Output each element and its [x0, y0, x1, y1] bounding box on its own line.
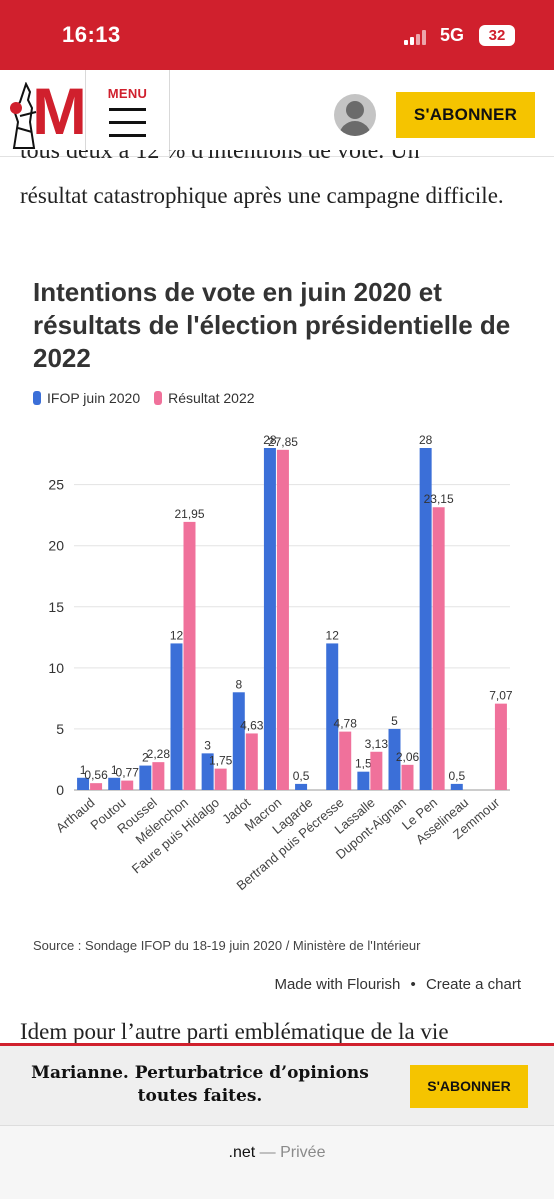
legend-item-ifop[interactable]: IFOP juin 2020: [33, 390, 140, 406]
account-avatar-icon[interactable]: [334, 94, 376, 136]
subscribe-banner: Marianne. Perturbatrice d’opinions toute…: [0, 1043, 554, 1125]
menu-label: MENU: [107, 86, 148, 101]
y-tick-label: 25: [48, 477, 64, 493]
chart-legend: IFOP juin 2020 Résultat 2022: [33, 390, 255, 406]
bar-ifop: [357, 771, 370, 790]
bar-ifop: [201, 753, 214, 790]
private-mode-label: Privée: [280, 1144, 326, 1161]
status-bar: 16:13 5G 32: [0, 0, 554, 70]
bar-result: [245, 733, 258, 790]
data-label: 1,75: [209, 754, 233, 768]
network-label: 5G: [440, 25, 465, 45]
data-label: 7,07: [489, 689, 513, 703]
bar-chart: 051015202510,56Arthaud10,77Poutou22,28Ro…: [48, 433, 513, 893]
header-divider: [85, 70, 86, 157]
bar-ifop: [77, 777, 90, 790]
data-label: 3: [204, 738, 211, 752]
legend-item-result[interactable]: Résultat 2022: [154, 390, 255, 406]
data-label: 12: [326, 628, 340, 642]
bar-result: [494, 703, 507, 790]
banner-subscribe-button[interactable]: S'ABONNER: [410, 1065, 528, 1108]
y-tick-label: 0: [56, 782, 64, 798]
data-label: 4,78: [334, 717, 358, 731]
url-domain: .net: [228, 1144, 256, 1161]
bar-ifop: [263, 448, 276, 790]
create-chart-link[interactable]: Create a chart: [425, 976, 521, 993]
data-label: 0,5: [293, 769, 310, 783]
bar-ifop: [295, 783, 308, 790]
y-tick-label: 20: [48, 538, 64, 554]
legend-swatch-ifop: [33, 391, 41, 405]
data-label: 5: [391, 714, 398, 728]
chart-title: Intentions de vote en juin 2020 et résul…: [33, 277, 511, 373]
article-clipped-line: tous deux à 12 % d'intentions de vote. U…: [20, 150, 540, 158]
browser-url-bar[interactable]: .net — Privée: [0, 1125, 554, 1199]
legend-label-result: Résultat 2022: [168, 390, 255, 406]
bar-ifop: [450, 783, 463, 790]
data-label: 0,5: [448, 769, 465, 783]
data-label: 23,15: [424, 492, 454, 506]
marianne-logo[interactable]: M: [4, 74, 87, 152]
bar-result: [183, 521, 196, 790]
marianne-figure-icon: [10, 82, 37, 149]
header-divider: [169, 70, 170, 157]
menu-button[interactable]: MENU: [100, 86, 155, 144]
legend-label-ifop: IFOP juin 2020: [47, 390, 141, 406]
data-label: 28: [263, 433, 277, 447]
data-label: 1: [80, 763, 87, 777]
bar-ifop: [139, 765, 152, 790]
hamburger-icon: [109, 108, 146, 138]
bar-result: [152, 762, 165, 790]
data-label: 4,63: [240, 718, 264, 732]
y-tick-label: 5: [56, 721, 64, 737]
y-tick-label: 10: [48, 660, 64, 676]
legend-swatch-result: [154, 391, 163, 405]
bar-result: [370, 751, 383, 790]
data-label: 12: [170, 628, 184, 642]
bar-result: [276, 449, 289, 790]
bar-result: [432, 507, 445, 790]
data-label: 28: [419, 433, 433, 447]
made-with-flourish-link[interactable]: Made with Flourish: [274, 976, 401, 993]
bar-ifop: [388, 728, 401, 790]
banner-slogan: Marianne. Perturbatrice d’opinions toute…: [31, 1063, 369, 1106]
data-label: 8: [235, 677, 242, 691]
article-paragraph: résultat catastrophique après une campag…: [20, 183, 504, 208]
subscribe-button[interactable]: S'ABONNER: [396, 92, 535, 138]
bar-result: [339, 731, 352, 790]
footer-separator: •: [410, 976, 416, 993]
flourish-footer: Made with Flourish • Create a chart: [274, 976, 521, 993]
data-label: 3,13: [365, 737, 389, 751]
url-dash: —: [259, 1144, 276, 1161]
data-label: 27,85: [268, 435, 298, 449]
data-label: 1: [111, 763, 118, 777]
bar-result: [214, 768, 227, 790]
data-label: 2,28: [147, 747, 171, 761]
bar-ifop: [170, 643, 183, 790]
bar-result: [90, 783, 103, 790]
bar-ifop: [232, 692, 245, 790]
signal-icon: [404, 29, 430, 45]
bar-ifop: [419, 448, 432, 790]
data-label: 2,06: [396, 750, 420, 764]
bar-ifop: [326, 643, 339, 790]
article-paragraph-next: Idem pour l’autre parti emblématique de …: [20, 1019, 449, 1044]
logo-letter: M: [32, 74, 87, 148]
url-text: .net — Privée: [0, 1144, 554, 1162]
x-tick-label: Arthaud: [53, 795, 98, 836]
data-label: 0,77: [116, 766, 140, 780]
bar-result: [401, 764, 414, 790]
data-label: 21,95: [174, 507, 204, 521]
data-label: 2: [142, 751, 149, 765]
bar-ifop: [108, 777, 121, 790]
bar-result: [121, 780, 134, 790]
y-tick-label: 15: [48, 599, 64, 615]
site-header: M MENU S'ABONNER: [0, 70, 554, 157]
battery-icon: 32: [479, 25, 515, 46]
status-time: 16:13: [62, 22, 121, 47]
data-label: 1,5: [355, 757, 372, 771]
chart-source: Source : Sondage IFOP du 18-19 juin 2020…: [33, 938, 421, 953]
data-label: 0,56: [84, 768, 108, 782]
